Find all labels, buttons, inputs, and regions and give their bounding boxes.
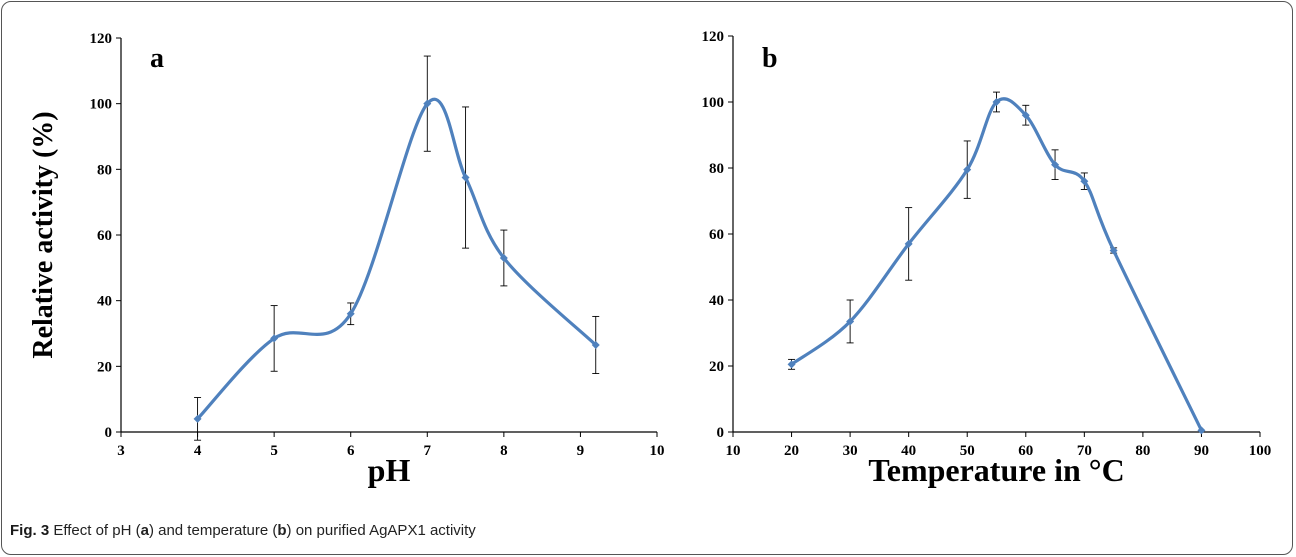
panel-a-y-tick-label: 40	[97, 294, 112, 310]
panel-a-x-tick-label: 5	[270, 443, 278, 459]
panel-b-y-tick-label: 60	[709, 227, 724, 243]
panel-a-x-tick-label: 10	[650, 443, 665, 459]
panel-b-data-point	[992, 98, 1001, 106]
panel-b-data-point	[1197, 426, 1206, 435]
panel-a-data-point	[270, 334, 279, 343]
panel-b-y-tick-label: 40	[709, 293, 724, 309]
panel-a-data-point	[499, 253, 508, 262]
panel-a-data-point	[193, 414, 202, 423]
caption-panel-b: b	[277, 522, 287, 539]
panel-b-series-line	[790, 97, 1203, 432]
caption-text-2: ) and temperature (	[148, 522, 278, 539]
panel-b-x-tick-label: 50	[960, 443, 975, 459]
panel-a-data-point	[461, 173, 470, 182]
panel-a-x-axis-title: pH	[368, 452, 411, 488]
panel-a-y-tick-label: 100	[90, 97, 113, 113]
panel-a-x-tick-label: 6	[347, 443, 355, 459]
panel-b-y-tick-label: 120	[702, 29, 725, 45]
panel-a-y-tick-label: 0	[105, 425, 113, 441]
panel-b-y-tick-label: 0	[717, 425, 725, 441]
panel-a-panel-label: a	[150, 43, 164, 74]
panel-a-data-point	[591, 340, 600, 349]
panel-a-data-point	[346, 309, 355, 318]
panel-b-panel-label: b	[762, 43, 778, 74]
panel-a-data-point	[423, 99, 432, 108]
panel-a-series-line	[196, 97, 597, 420]
panel-b-data-point	[787, 360, 796, 369]
panel-b-y-tick-label: 20	[709, 359, 724, 375]
panel-b-data-point	[1109, 246, 1118, 255]
panel-b-x-tick-label: 60	[1018, 443, 1033, 459]
panel-b-x-tick-label: 10	[726, 443, 741, 459]
panel-b-x-tick-label: 20	[784, 443, 799, 459]
panel-b-data-point	[846, 317, 855, 326]
panel-a-x-tick-label: 4	[194, 443, 202, 459]
figure-caption: Fig. 3 Effect of pH (a) and temperature …	[10, 522, 476, 539]
panel-a-y-tick-label: 120	[90, 31, 113, 47]
caption-fig-label: Fig. 3	[10, 522, 50, 539]
panel-b-x-tick-label: 80	[1135, 443, 1150, 459]
panel-b-y-tick-label: 100	[702, 95, 725, 111]
caption-text-3: ) on purified AgAPX1 activity	[286, 522, 476, 539]
panel-a-y-axis-title: Relative activity (%)	[28, 111, 59, 358]
panel-a-x-tick-label: 7	[424, 443, 432, 459]
panel-b-data-point	[1051, 160, 1060, 169]
panel-a-y-tick-label: 80	[97, 162, 112, 178]
panel-b-x-tick-label: 90	[1194, 443, 1209, 459]
panel-b-data-point	[904, 239, 913, 248]
panel-a-x-tick-label: 9	[577, 443, 585, 459]
panel-b-x-tick-label: 100	[1249, 443, 1272, 459]
panel-a-x-tick-label: 8	[500, 443, 508, 459]
panel-a-y-tick-label: 20	[97, 359, 112, 375]
panel-b-y-tick-label: 80	[709, 161, 724, 177]
panel-b-x-axis-title: Temperature in °C	[868, 452, 1124, 488]
caption-panel-a: a	[140, 522, 149, 539]
caption-text-1: Effect of pH (	[53, 522, 141, 539]
panel-b-data-point	[1021, 111, 1030, 120]
panel-b-data-point	[1080, 177, 1089, 186]
panel-b-x-tick-label: 40	[901, 443, 916, 459]
panel-b-data-point	[963, 165, 972, 174]
panel-b-x-tick-label: 30	[843, 443, 858, 459]
panel-a-x-tick-label: 3	[117, 443, 125, 459]
panel-a-y-tick-label: 60	[97, 228, 112, 244]
panel-b-x-tick-label: 70	[1077, 443, 1092, 459]
